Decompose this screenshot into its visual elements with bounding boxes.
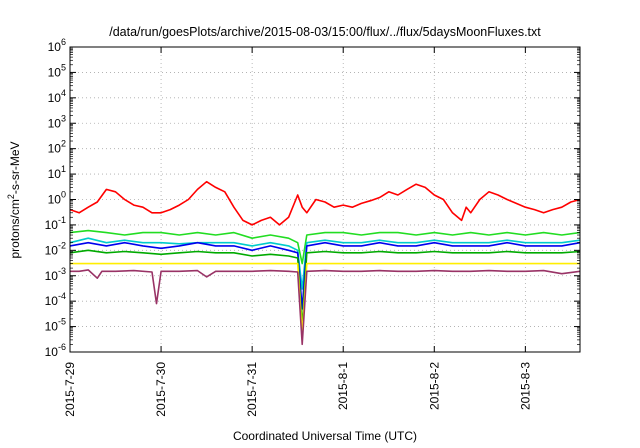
- y-tick-label: 106: [48, 37, 66, 54]
- y-tick-label: 10-1: [45, 215, 66, 232]
- x-tick-label: 2015-7-29: [63, 362, 77, 417]
- series-line-0: [69, 180, 581, 226]
- y-tick-label: 10-4: [45, 291, 66, 308]
- y-tick-exponent: -1: [58, 215, 66, 225]
- grid-lines: [70, 47, 580, 352]
- series-line-6: [70, 269, 581, 346]
- y-tick-base: 10: [48, 116, 62, 130]
- y-tick-exponent: -3: [58, 266, 66, 276]
- y-tick-base: 10: [45, 218, 59, 232]
- series-line-1: [69, 229, 581, 265]
- y-tick-exponent: -6: [58, 342, 66, 352]
- series-layer: [69, 180, 581, 346]
- y-tick-label: 103: [48, 113, 66, 130]
- y-tick-exponent: -5: [58, 317, 66, 327]
- y-tick-exponent: -2: [58, 240, 66, 250]
- y-axis-label: protons/cm2-s-sr-MeV: [6, 141, 22, 258]
- y-tick-label: 100: [48, 190, 66, 207]
- y-tick-exponent: 2: [61, 139, 66, 149]
- y-tick-exponent: 0: [61, 190, 66, 200]
- y-tick-label: 10-6: [45, 342, 66, 359]
- y-tick-base: 10: [48, 167, 62, 181]
- x-tick-label: 2015-8-2: [427, 362, 441, 410]
- y-tick-exponent: 1: [61, 164, 66, 174]
- series-line-4: [69, 249, 581, 328]
- y-axis-label-sup: 2: [6, 194, 16, 199]
- y-tick-exponent: -4: [58, 291, 66, 301]
- x-axis-label: Coordinated Universal Time (UTC): [233, 429, 417, 443]
- x-tick-label: 2015-7-31: [245, 362, 259, 417]
- y-tick-exponent: 5: [61, 62, 66, 72]
- x-tick-label: 2015-7-30: [154, 362, 168, 417]
- y-tick-base: 10: [48, 40, 62, 54]
- x-tick-label: 2015-8-1: [336, 362, 350, 410]
- y-tick-label: 101: [48, 164, 66, 181]
- series-line-3: [69, 241, 581, 310]
- y-tick-label: 10-2: [45, 240, 66, 257]
- y-tick-label: 102: [48, 139, 66, 156]
- chart-title: /data/run/goesPlots/archive/2015-08-03/1…: [109, 25, 541, 39]
- y-tick-label: 10-5: [45, 317, 66, 334]
- y-axis-label-prefix: protons/cm: [8, 199, 22, 258]
- y-tick-base: 10: [48, 193, 62, 207]
- y-tick-base: 10: [48, 65, 62, 79]
- y-tick-exponent: 3: [61, 113, 66, 123]
- y-axis-label-suffix: -s-sr-MeV: [8, 141, 22, 194]
- series-line-5: [70, 262, 580, 336]
- y-tick-base: 10: [48, 91, 62, 105]
- y-tick-base: 10: [45, 345, 59, 359]
- y-tick-label: 104: [48, 88, 66, 105]
- y-tick-base: 10: [45, 243, 59, 257]
- y-tick-label: 10-3: [45, 266, 66, 283]
- y-tick-base: 10: [45, 269, 59, 283]
- x-tick-label: 2015-8-3: [518, 362, 532, 410]
- y-tick-exponent: 4: [61, 88, 66, 98]
- series-line-2: [69, 237, 581, 290]
- y-tick-base: 10: [45, 320, 59, 334]
- y-tick-base: 10: [45, 294, 59, 308]
- y-tick-label: 105: [48, 62, 66, 79]
- y-tick-base: 10: [48, 142, 62, 156]
- y-axis-ticks: 10-610-510-410-310-210-11001011021031041…: [45, 37, 580, 359]
- y-tick-exponent: 6: [61, 37, 66, 47]
- x-axis-ticks: 2015-7-29 2015-7-30 2015-7-31 2015-8-1 2015-…: [63, 47, 532, 417]
